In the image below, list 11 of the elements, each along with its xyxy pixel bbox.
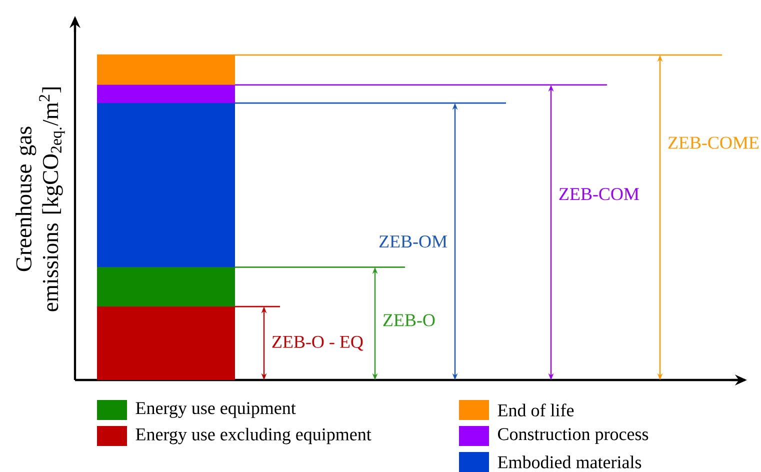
legend-label: Construction process xyxy=(498,428,648,444)
legend-label: End of life xyxy=(498,404,574,416)
legend-label: Energy use excluding equipment xyxy=(136,428,372,444)
y-axis-title: Greenhouse gas emissions [kgCO$_{2eq.}$/m$^{2}$] xyxy=(16,88,65,312)
ref-line-label: ZEB-OM xyxy=(379,235,447,248)
ref-line-label: ZEB-O - EQ xyxy=(272,336,364,351)
legend-label: Embodied materials xyxy=(498,456,642,468)
legend-label: Energy use equipment xyxy=(136,402,296,418)
ref-line-label: ZEB-O xyxy=(383,314,435,326)
ref-line-label: ZEB-COM xyxy=(559,188,639,200)
ref-line-label: ZEB-COME xyxy=(668,136,759,149)
